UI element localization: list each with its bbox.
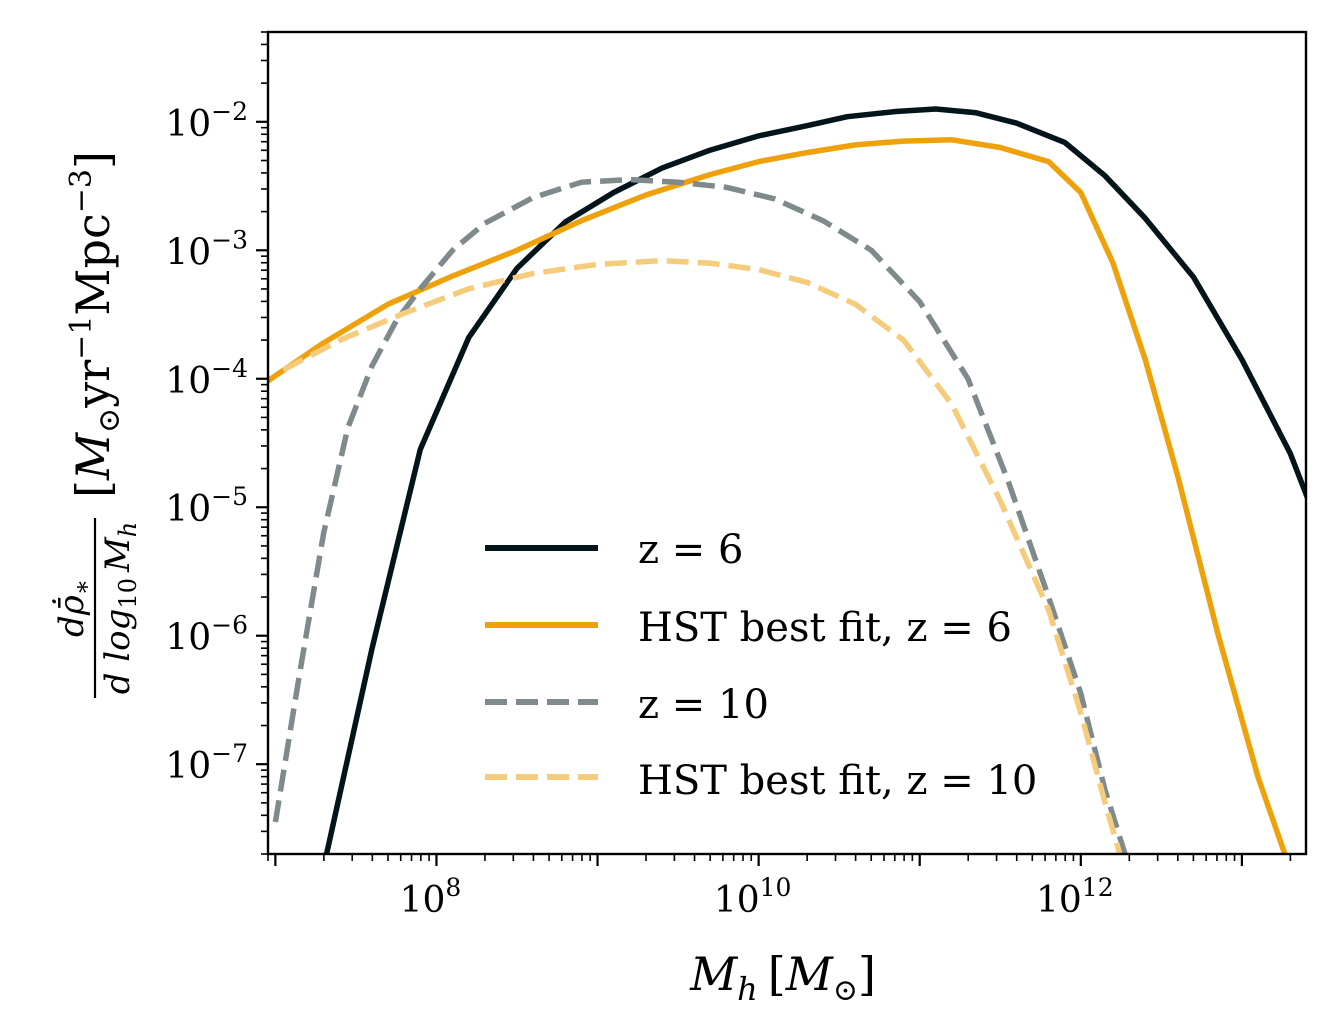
legend-entry-z6: z = 6	[485, 527, 743, 573]
y-axis-label-denominator: d log10Mh	[98, 522, 142, 695]
x-tick-label-0: 108	[400, 873, 462, 921]
series-layer	[268, 106, 1306, 854]
y-tick-label-3: 10−5	[165, 482, 248, 530]
y-axis-ticks: 10−2 10−3 10−4 10−5 10−6 10−7	[165, 31, 268, 855]
legend-entry-hst-z6: HST best fit, z = 6	[485, 605, 1012, 651]
legend-entry-hst-z10: HST best fit, z = 10	[485, 758, 1037, 804]
series-line-1	[268, 137, 1288, 854]
y-tick-label-5: 10−7	[165, 739, 248, 787]
x-axis-label-unit-symbol: M	[785, 947, 835, 1001]
x-tick-label-1: 1010	[714, 873, 792, 921]
legend-label-hst-z6: HST best fit, z = 6	[638, 605, 1012, 651]
series-line-0	[323, 106, 1306, 854]
x-axis-label-sub: h	[737, 970, 758, 1008]
x-axis-ticks: 108 1010 1012	[267, 854, 1292, 921]
legend: z = 6 HST best fit, z = 6 z = 10 HST bes…	[485, 527, 1037, 804]
legend-entry-z10: z = 10	[485, 682, 769, 728]
y-tick-label-4: 10−6	[165, 611, 248, 659]
y-axis-label-unit: [M⊙yr−1Mpc−3]	[64, 151, 127, 498]
legend-label-z10: z = 10	[638, 682, 769, 728]
legend-label-hst-z10: HST best fit, z = 10	[638, 758, 1037, 804]
series-line-2	[272, 176, 1128, 854]
x-axis-label-unit-sub: ⊙	[833, 973, 858, 1008]
y-tick-label-1: 10−3	[165, 225, 248, 273]
x-axis-label-unit-close: ]	[858, 947, 876, 1001]
y-tick-label-0: 10−2	[165, 97, 248, 145]
y-axis-label: dρ̄̇∗ d log10Mh [M⊙yr−1Mpc−3]	[52, 151, 142, 698]
x-tick-label-2: 1012	[1036, 873, 1114, 921]
legend-label-z6: z = 6	[638, 527, 743, 573]
y-axis-label-numerator: dρ̄̇∗	[52, 579, 96, 637]
plot-frame	[266, 30, 1308, 856]
series-line-3	[282, 257, 1123, 854]
y-tick-label-2: 10−4	[165, 354, 248, 402]
x-axis-label: Mh [M⊙]	[689, 947, 876, 1008]
x-axis-label-symbol: M	[689, 947, 739, 1001]
x-axis-label-unit-open: [	[768, 947, 786, 1001]
